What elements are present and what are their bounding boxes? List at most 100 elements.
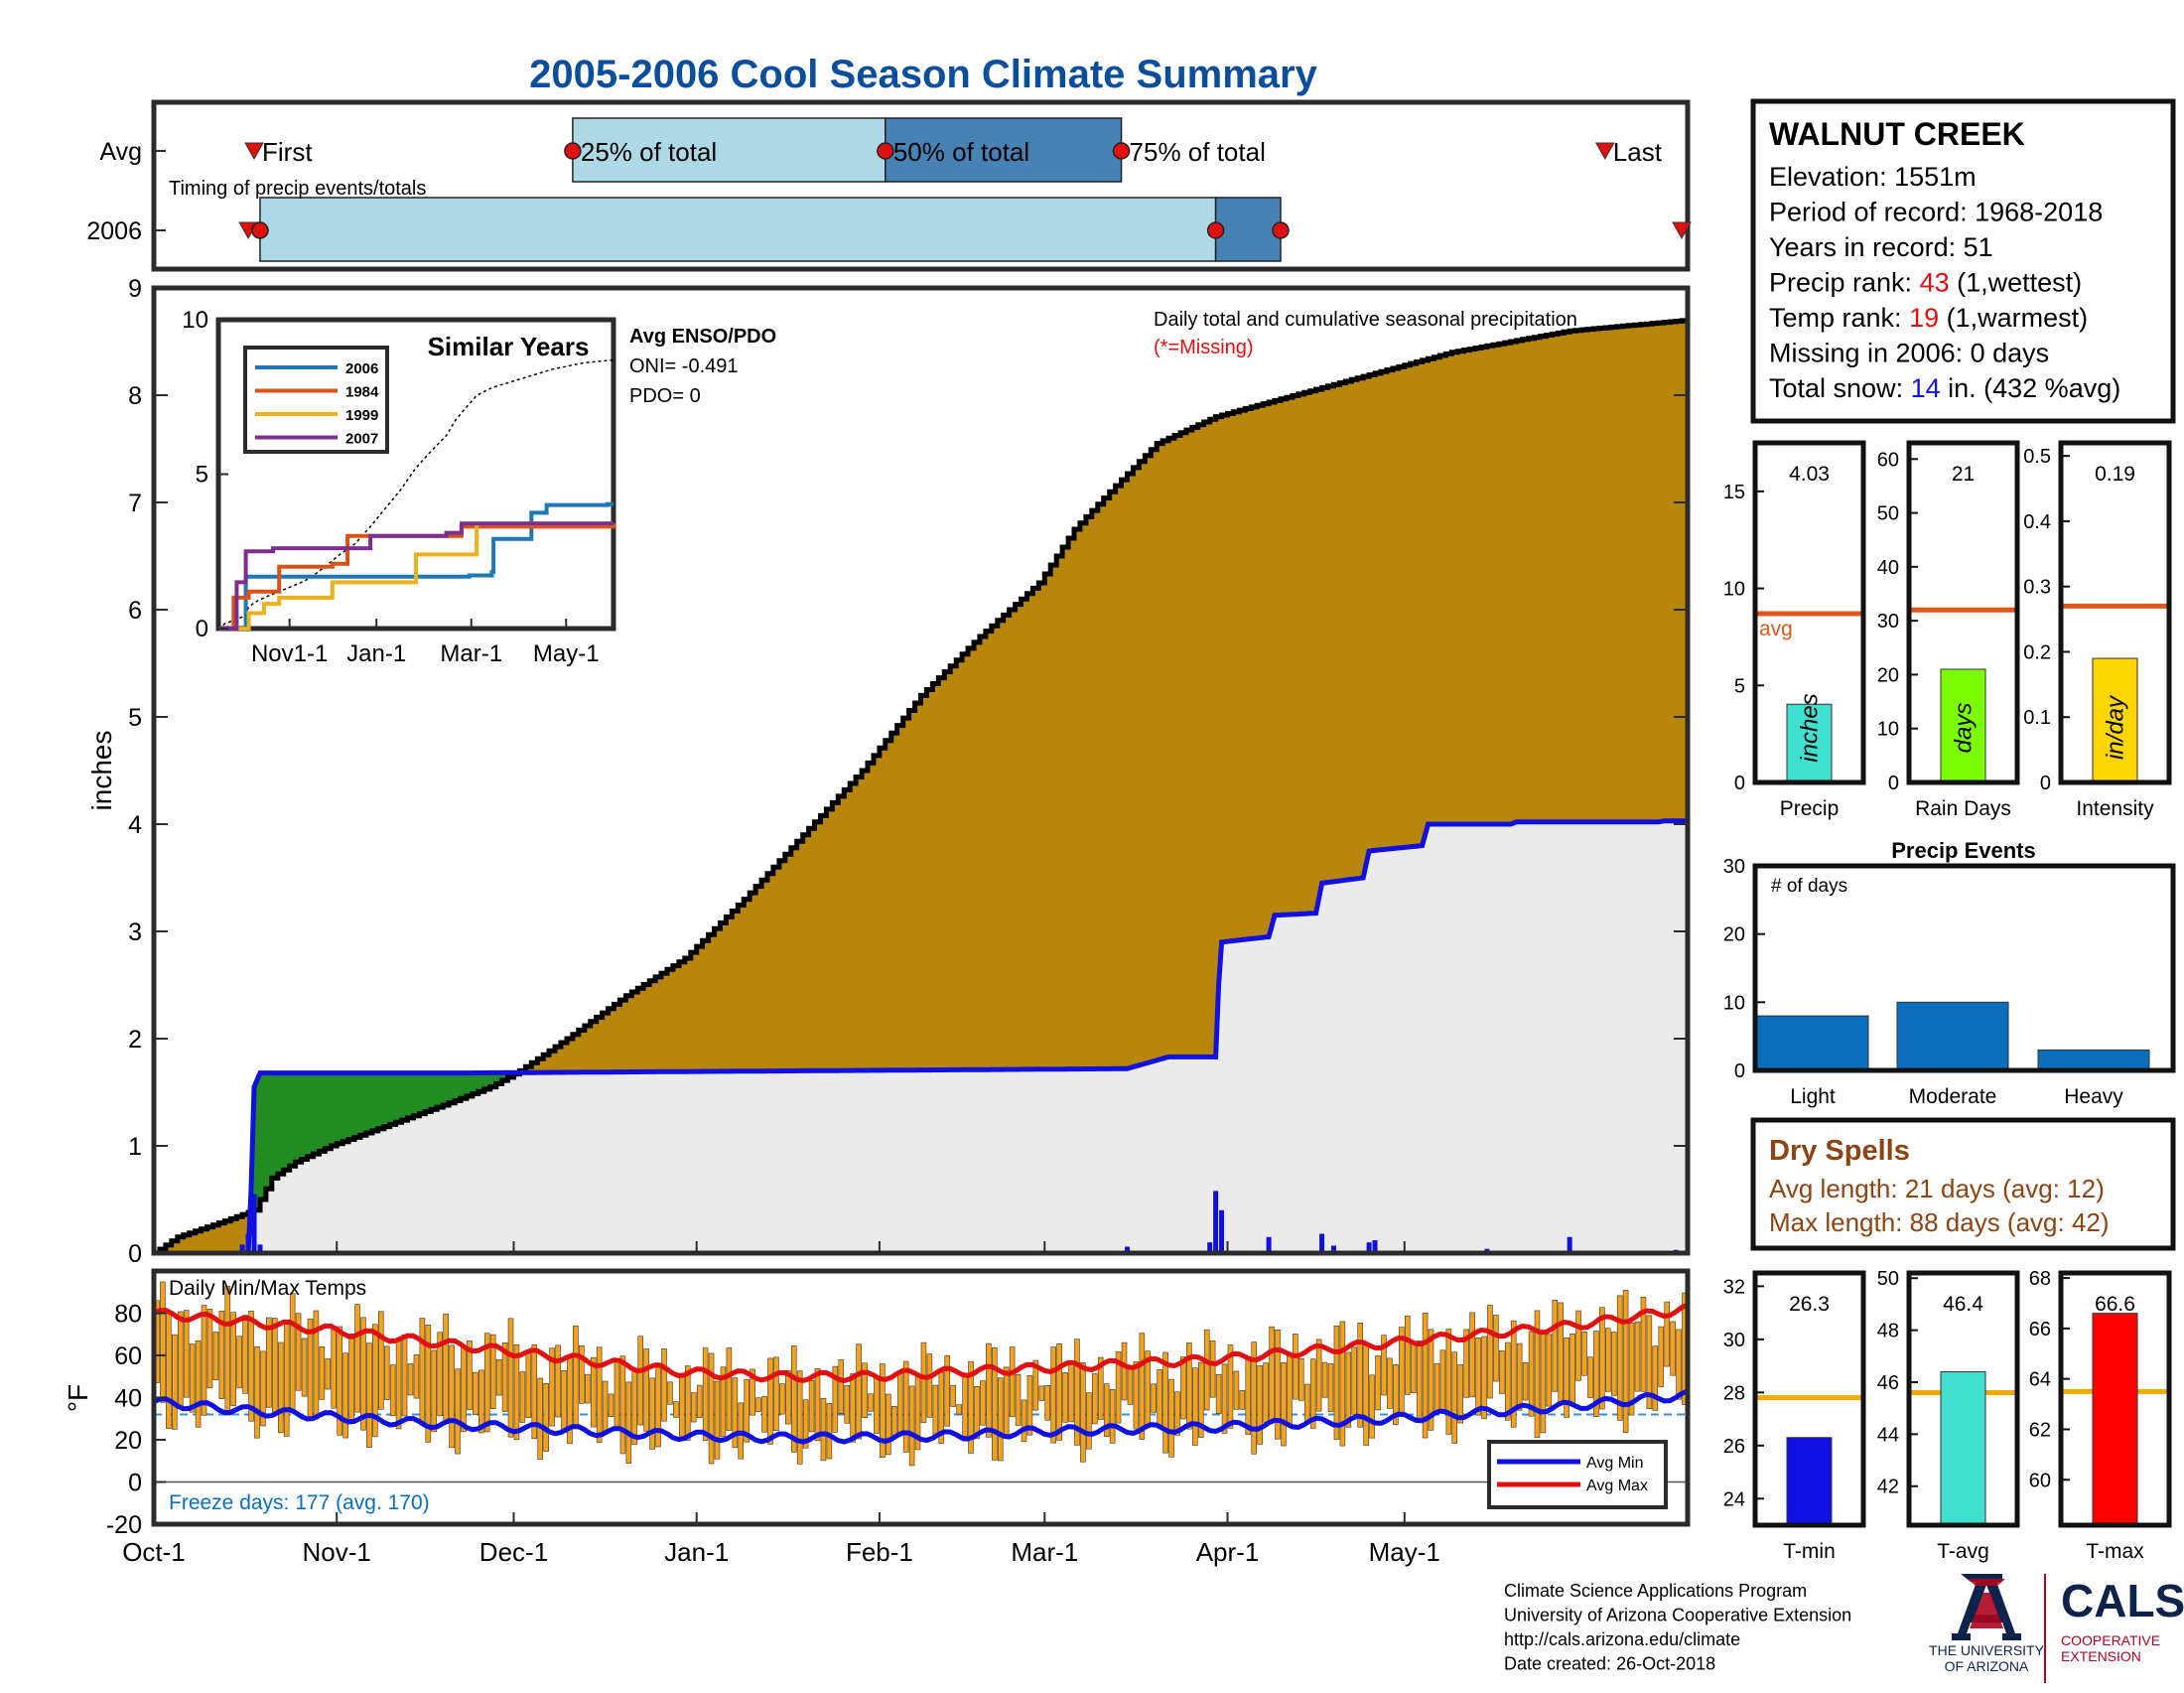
y2006-last-marker bbox=[1672, 221, 1692, 240]
daily-temp-bar bbox=[301, 1338, 308, 1397]
stat-y-tick-label: 0 bbox=[1734, 773, 1745, 794]
stat-value-text: 4.03 bbox=[1789, 463, 1830, 486]
inset-avg-dashed-line bbox=[217, 358, 614, 630]
daily-temp-bar bbox=[997, 1377, 1004, 1462]
daily-temp-bar bbox=[1357, 1323, 1363, 1428]
stat-value-bar bbox=[1786, 703, 1833, 783]
stat-y-tick-label: 0 bbox=[2040, 773, 2051, 794]
daily-temp-bar bbox=[720, 1366, 727, 1438]
events-plot-frame bbox=[1752, 863, 2176, 1073]
footer-line: Date created: 26-Oct-2018 bbox=[1504, 1654, 1715, 1674]
daily-temp-bar bbox=[1227, 1344, 1234, 1429]
daily-temp-bar bbox=[501, 1341, 508, 1412]
daily-temp-bar bbox=[172, 1334, 178, 1430]
inset-legend-box bbox=[243, 346, 389, 454]
daily-temp-bar bbox=[773, 1356, 779, 1431]
daily-temp-bar bbox=[1186, 1342, 1192, 1430]
station-line-text: Missing in 2006: 0 days bbox=[1769, 339, 2049, 368]
daily-temp-bar bbox=[714, 1380, 721, 1460]
daily-temp-bar bbox=[1127, 1368, 1134, 1405]
stat-y-tick-label: 64 bbox=[2029, 1369, 2051, 1391]
stat-y-tick-label: 30 bbox=[1877, 611, 1899, 633]
event-category-label: Moderate bbox=[1909, 1085, 1997, 1108]
daily-temp-bar bbox=[525, 1351, 532, 1418]
y2006-50-marker bbox=[1206, 221, 1225, 239]
daily-temp-bar bbox=[1086, 1392, 1092, 1450]
daily-temp-bar bbox=[1157, 1369, 1162, 1428]
daily-temp-bar bbox=[590, 1356, 597, 1428]
y-axis-label: inches bbox=[86, 731, 117, 811]
daily-temp-bar bbox=[1493, 1315, 1499, 1382]
daily-temp-bar bbox=[1393, 1364, 1399, 1426]
daily-temp-bar bbox=[1351, 1346, 1358, 1415]
inset-series-1999 bbox=[218, 521, 614, 631]
daily-temp-bar bbox=[732, 1377, 739, 1449]
daily-temp-bar bbox=[555, 1344, 561, 1418]
daily-temp-bar bbox=[1203, 1329, 1210, 1411]
temp-y-tick-label: 80 bbox=[114, 1301, 142, 1329]
stat-y-tick-label: 0.5 bbox=[2023, 446, 2051, 468]
station-line-value: 14 bbox=[1911, 373, 1941, 403]
daily-temp-bar bbox=[932, 1384, 939, 1436]
daily-temp-bar bbox=[1610, 1332, 1617, 1396]
stat-label: Rain Days bbox=[1915, 797, 2011, 820]
temp-y-tick-label: 20 bbox=[114, 1427, 142, 1455]
daily-temp-bar bbox=[1032, 1359, 1039, 1411]
footer-line: http://cals.arizona.edu/climate bbox=[1504, 1629, 1740, 1649]
daily-temp-bar bbox=[543, 1382, 549, 1452]
avg-25-50-bar bbox=[572, 117, 887, 183]
daily-precip-bar bbox=[1567, 1236, 1572, 1253]
inset-y-tick-label: 10 bbox=[182, 307, 208, 334]
daily-temp-bar bbox=[696, 1384, 703, 1418]
daily-temp-bar bbox=[1215, 1374, 1222, 1414]
stat-y-tick-label: 66 bbox=[2029, 1319, 2051, 1340]
daily-temp-bar bbox=[1015, 1373, 1022, 1426]
stat-y-tick-label: 68 bbox=[2029, 1268, 2051, 1290]
daily-temp-bar bbox=[790, 1345, 797, 1453]
inset-series-2007 bbox=[218, 521, 614, 631]
stat-y-tick-label: 10 bbox=[1877, 719, 1899, 741]
daily-temp-bar bbox=[1109, 1389, 1116, 1444]
daily-temp-bar bbox=[708, 1352, 715, 1465]
event-category-label: Light bbox=[1790, 1085, 1836, 1108]
similar-years-inset: 0 5 10 Nov1-1 Jan-1 Mar-1 May-1 Similar Years 20… bbox=[182, 307, 616, 667]
daily-temp-bar bbox=[649, 1377, 655, 1450]
cals-wordmark: CALS bbox=[2061, 1575, 2184, 1626]
daily-temp-bar bbox=[1133, 1361, 1140, 1430]
stat-y-tick-label: 0 bbox=[1888, 773, 1899, 794]
daily-temp-bar bbox=[856, 1343, 862, 1440]
daily-temp-bar bbox=[1605, 1328, 1611, 1392]
daily-temp-bar bbox=[761, 1395, 767, 1433]
y-tick-label: 5 bbox=[128, 704, 142, 732]
stat-panel-frame bbox=[1752, 1270, 1866, 1528]
daily-temp-bar bbox=[1251, 1341, 1258, 1455]
daily-temp-bar bbox=[206, 1309, 213, 1389]
daily-temp-bar bbox=[950, 1384, 956, 1407]
events-subtitle: # of days bbox=[1771, 876, 1847, 897]
daily-temp-bar bbox=[1504, 1341, 1511, 1421]
daily-temp-bar bbox=[378, 1311, 384, 1410]
y-tick-label: 9 bbox=[128, 275, 142, 303]
daily-temp-bar bbox=[1410, 1343, 1417, 1393]
daily-temp-bar bbox=[744, 1378, 750, 1443]
daily-temp-bar bbox=[431, 1349, 438, 1433]
enso-title: Avg ENSO/PDO bbox=[629, 326, 776, 348]
dry-spells-max: Max length: 88 days (avg: 42) bbox=[1769, 1207, 2110, 1237]
stat-panel-frame bbox=[2058, 1270, 2172, 1528]
daily-temp-bar bbox=[1404, 1315, 1411, 1395]
temp-panel-title: Daily Min/Max Temps bbox=[169, 1277, 366, 1300]
current-cumulative-line bbox=[154, 818, 1688, 1256]
daily-temp-bar bbox=[189, 1343, 196, 1413]
daily-temp-bar bbox=[1433, 1362, 1440, 1412]
daily-temp-bar bbox=[1564, 1337, 1570, 1418]
dry-spells-box: Dry Spells Avg length: 21 days (avg: 12) M… bbox=[1750, 1117, 2176, 1251]
station-line-suffix: (1,wettest) bbox=[1950, 268, 2083, 298]
daily-temp-bar bbox=[489, 1334, 496, 1410]
daily-temp-bar bbox=[785, 1369, 791, 1425]
daily-temp-bar bbox=[862, 1362, 868, 1418]
daily-temp-bar bbox=[726, 1347, 733, 1431]
stat-value-text: 0.19 bbox=[2095, 463, 2135, 486]
daily-temp-bar bbox=[455, 1368, 461, 1455]
y-tick-label: 2 bbox=[128, 1026, 142, 1054]
inset-legend-label: 1999 bbox=[345, 407, 378, 424]
